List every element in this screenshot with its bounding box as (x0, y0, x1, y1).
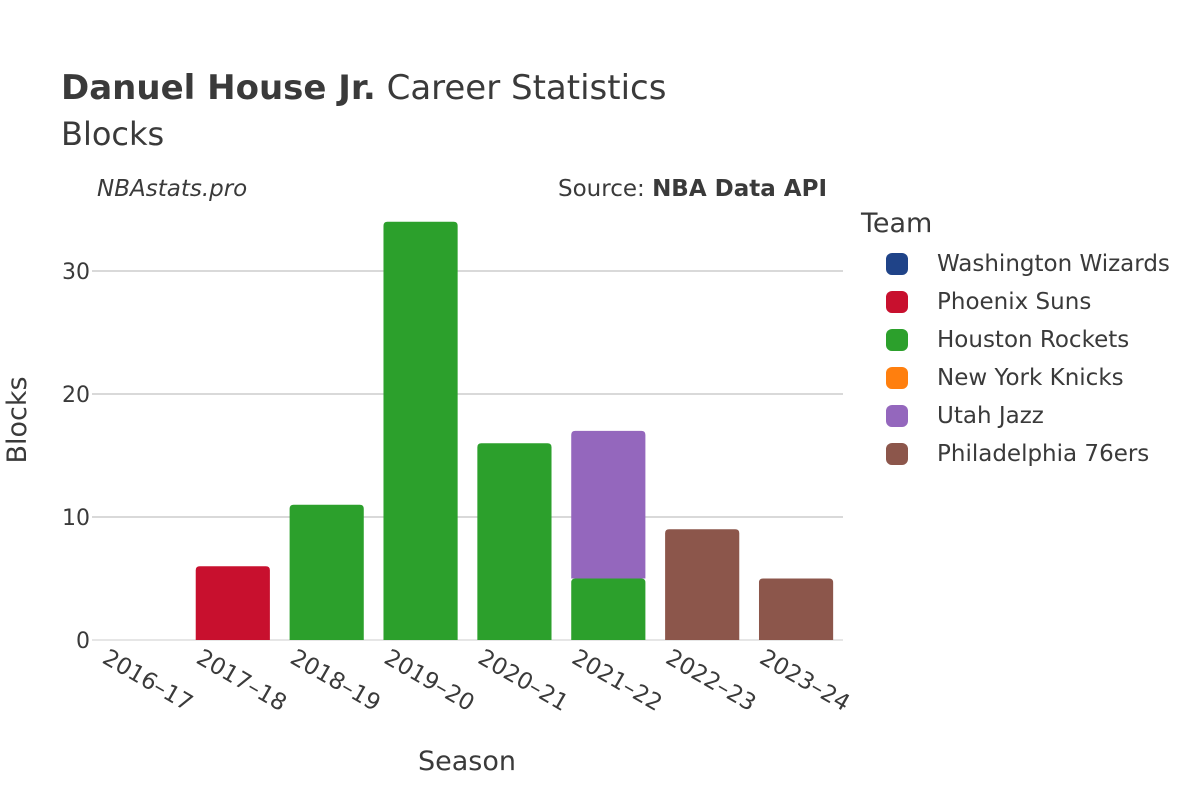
bar-2021-22-houston-rockets (571, 578, 646, 640)
legend-label: Phoenix Suns (937, 289, 1092, 315)
y-tick-labels: 0 10 20 30 (62, 260, 90, 654)
chart-subtitle: Blocks (61, 115, 165, 153)
y-tick-label: 30 (62, 260, 90, 285)
x-tick-label: 2022–23 (661, 645, 760, 717)
legend-swatch (886, 253, 908, 275)
y-axis-label: Blocks (2, 376, 33, 463)
legend-item-philadelphia-76ers[interactable]: Philadelphia 76ers (861, 438, 1149, 476)
legend-item-washington-wizards[interactable]: Washington Wizards (861, 248, 1170, 286)
legend-label: Philadelphia 76ers (937, 441, 1150, 467)
x-tick-label: 2021–22 (567, 645, 666, 717)
y-tick-label: 0 (76, 629, 90, 654)
x-tick-label: 2019–20 (380, 645, 479, 717)
chart-title: Danuel House Jr. Career Statistics (61, 66, 666, 110)
legend-item-new-york-knicks[interactable]: New York Knicks (861, 362, 1124, 400)
legend-label: Utah Jazz (937, 403, 1044, 429)
y-tick-label: 20 (62, 383, 90, 408)
legend-swatch (886, 291, 908, 313)
bar-2022-23-philadelphia-76ers (665, 529, 740, 640)
legend: Team Washington Wizards Phoenix Suns Houst… (861, 208, 1170, 476)
x-axis-label: Season (418, 746, 516, 777)
source-prefix: Source: (558, 176, 645, 202)
x-tick-label: 2018–19 (286, 645, 385, 717)
x-tick-label: 2017–18 (192, 645, 291, 717)
legend-label: Houston Rockets (937, 327, 1130, 353)
legend-swatch (886, 367, 908, 389)
x-tick-label: 2020–21 (473, 645, 572, 717)
legend-item-houston-rockets[interactable]: Houston Rockets (861, 324, 1129, 362)
x-tick-label: 2023–24 (755, 645, 854, 717)
x-tick-labels: 2016–172017–182018–192019–202020–212021–… (98, 645, 854, 717)
legend-title: Team (861, 208, 933, 239)
source-credit: Source: NBA Data API (558, 176, 827, 202)
bar-2023-24-philadelphia-76ers (758, 578, 834, 640)
bar-2019-20-houston-rockets (383, 221, 458, 641)
bar-2021-22-utah-jazz (571, 430, 646, 579)
legend-swatch (886, 329, 908, 351)
legend-swatch (886, 443, 908, 465)
legend-label: New York Knicks (937, 365, 1124, 391)
bar-2018-19-houston-rockets (289, 504, 364, 640)
legend-items: Washington Wizards Phoenix Suns Houston Ro… (861, 248, 1170, 476)
bars (195, 221, 834, 641)
title-rest: Career Statistics (386, 68, 667, 108)
site-credit: NBAstats.pro (97, 176, 248, 202)
legend-swatch (886, 405, 908, 427)
bar-2020-21-houston-rockets (477, 443, 552, 640)
bar-2017-18-phoenix-suns (195, 566, 270, 640)
legend-label: Washington Wizards (937, 251, 1170, 277)
player-name: Danuel House Jr. (61, 68, 376, 108)
y-tick-label: 10 (62, 506, 90, 531)
legend-item-utah-jazz[interactable]: Utah Jazz (861, 400, 1044, 438)
source-name: NBA Data API (652, 176, 827, 202)
legend-item-phoenix-suns[interactable]: Phoenix Suns (861, 286, 1091, 324)
x-tick-label: 2016–17 (98, 645, 197, 717)
